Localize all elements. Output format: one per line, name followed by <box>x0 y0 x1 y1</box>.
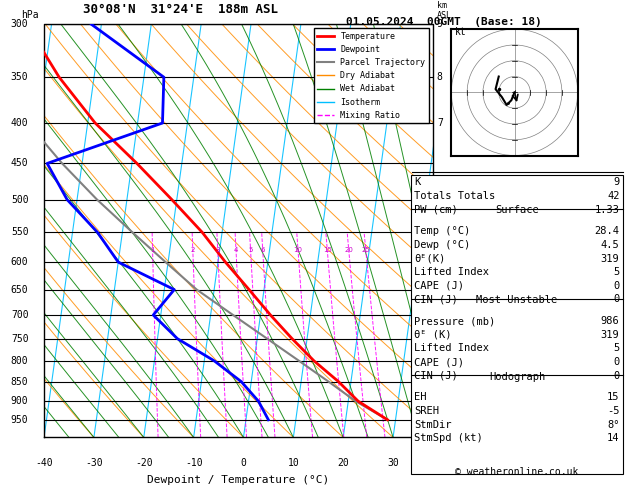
Text: 1: 1 <box>437 396 443 406</box>
Text: Hodograph: Hodograph <box>489 371 545 382</box>
Text: EH: EH <box>414 392 426 402</box>
Text: 0: 0 <box>613 281 620 291</box>
Text: K: K <box>414 177 420 188</box>
Text: Dewp (°C): Dewp (°C) <box>414 240 470 250</box>
Text: 8°: 8° <box>607 419 620 430</box>
Text: Temp (°C): Temp (°C) <box>414 226 470 236</box>
Text: 5: 5 <box>613 267 620 277</box>
Text: CAPE (J): CAPE (J) <box>414 357 464 367</box>
Text: 6: 6 <box>260 247 265 254</box>
Text: SREH: SREH <box>414 406 439 416</box>
Text: 550: 550 <box>11 227 28 237</box>
Text: CIN (J): CIN (J) <box>414 371 458 381</box>
Text: 30°08'N  31°24'E  188m ASL: 30°08'N 31°24'E 188m ASL <box>82 3 277 16</box>
Text: 9: 9 <box>613 177 620 188</box>
Text: 5: 5 <box>613 344 620 353</box>
Text: 4: 4 <box>437 257 443 267</box>
Text: 700: 700 <box>11 310 28 320</box>
Text: 10: 10 <box>294 247 303 254</box>
Text: 28.4: 28.4 <box>594 226 620 236</box>
Text: 600: 600 <box>11 257 28 267</box>
Text: StmSpd (kt): StmSpd (kt) <box>414 433 482 443</box>
Text: 3: 3 <box>216 247 220 254</box>
Text: 15: 15 <box>323 247 331 254</box>
Text: -10: -10 <box>185 458 203 468</box>
Text: 350: 350 <box>11 72 28 82</box>
Text: -30: -30 <box>85 458 103 468</box>
Text: 0: 0 <box>613 295 620 304</box>
Text: 1.33: 1.33 <box>594 205 620 215</box>
Text: 9: 9 <box>437 19 443 29</box>
Text: 8: 8 <box>437 72 443 82</box>
Text: 10: 10 <box>287 458 299 468</box>
Text: Totals Totals: Totals Totals <box>414 191 495 201</box>
Text: 15: 15 <box>607 392 620 402</box>
Text: 950: 950 <box>11 415 28 425</box>
Text: 0: 0 <box>613 357 620 367</box>
Text: -40: -40 <box>35 458 53 468</box>
Text: θᴱ (K): θᴱ (K) <box>414 330 452 340</box>
Text: Surface: Surface <box>495 206 539 215</box>
Text: -5: -5 <box>607 406 620 416</box>
Text: 750: 750 <box>11 334 28 344</box>
Text: Mixing Ratio (g/kg): Mixing Ratio (g/kg) <box>459 175 469 287</box>
Text: 800: 800 <box>11 356 28 366</box>
Text: 986: 986 <box>601 316 620 326</box>
Text: 14: 14 <box>607 433 620 443</box>
Text: 500: 500 <box>11 194 28 205</box>
Text: 650: 650 <box>11 285 28 295</box>
Text: -20: -20 <box>135 458 153 468</box>
Text: Pressure (mb): Pressure (mb) <box>414 316 495 326</box>
Text: 5.5: 5.5 <box>437 194 455 205</box>
Text: 7: 7 <box>437 118 443 128</box>
Text: 4.5: 4.5 <box>601 240 620 250</box>
Text: Lifted Index: Lifted Index <box>414 344 489 353</box>
Text: 20: 20 <box>337 458 349 468</box>
Text: Lifted Index: Lifted Index <box>414 267 489 277</box>
Text: CAPE (J): CAPE (J) <box>414 281 464 291</box>
Text: 30: 30 <box>387 458 399 468</box>
Text: 1: 1 <box>150 247 155 254</box>
Text: kt: kt <box>455 28 466 37</box>
Text: 319: 319 <box>601 254 620 263</box>
Text: 01.05.2024  00GMT  (Base: 18): 01.05.2024 00GMT (Base: 18) <box>345 17 542 27</box>
Text: 5: 5 <box>248 247 253 254</box>
Text: 450: 450 <box>11 158 28 169</box>
Text: km
ASL: km ASL <box>437 1 452 20</box>
Text: 42: 42 <box>607 191 620 201</box>
Text: CIN (J): CIN (J) <box>414 295 458 304</box>
Text: hPa: hPa <box>21 10 39 20</box>
Text: 400: 400 <box>11 118 28 128</box>
Text: 850: 850 <box>11 377 28 387</box>
Text: 0: 0 <box>613 371 620 381</box>
Text: 319: 319 <box>601 330 620 340</box>
Text: 0: 0 <box>240 458 247 468</box>
Text: 2: 2 <box>191 247 195 254</box>
Text: 4: 4 <box>234 247 238 254</box>
Text: θᴱ(K): θᴱ(K) <box>414 254 445 263</box>
Text: 25: 25 <box>362 247 370 254</box>
Text: StmDir: StmDir <box>414 419 452 430</box>
Text: 3: 3 <box>437 310 443 320</box>
Text: PW (cm): PW (cm) <box>414 205 458 215</box>
Text: © weatheronline.co.uk: © weatheronline.co.uk <box>455 467 579 477</box>
Text: Most Unstable: Most Unstable <box>476 295 558 305</box>
Text: 2: 2 <box>437 356 443 366</box>
Text: 300: 300 <box>11 19 28 29</box>
Text: 20: 20 <box>344 247 353 254</box>
Legend: Temperature, Dewpoint, Parcel Trajectory, Dry Adiabat, Wet Adiabat, Isotherm, Mi: Temperature, Dewpoint, Parcel Trajectory… <box>314 29 429 123</box>
Text: 900: 900 <box>11 396 28 406</box>
Text: Dewpoint / Temperature (°C): Dewpoint / Temperature (°C) <box>147 474 330 485</box>
